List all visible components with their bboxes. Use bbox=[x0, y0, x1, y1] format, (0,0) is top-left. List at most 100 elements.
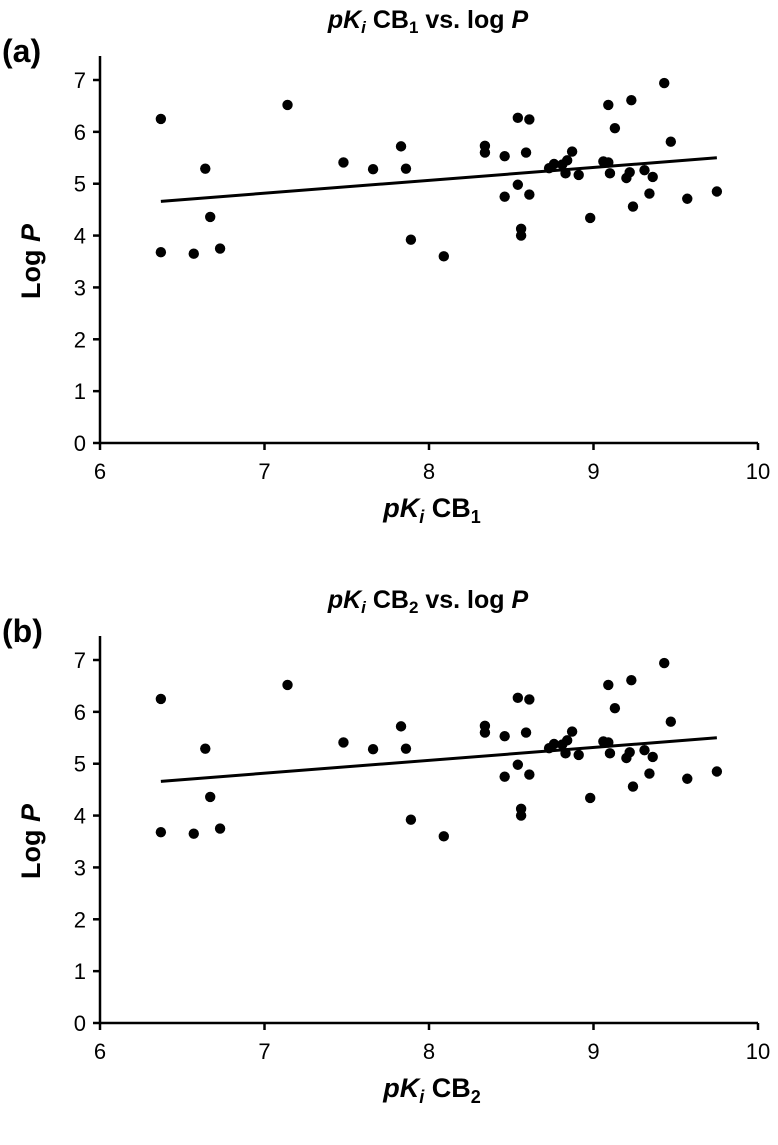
y-tick-label: 4 bbox=[74, 804, 86, 829]
data-point bbox=[626, 675, 637, 686]
y-tick-label: 3 bbox=[74, 855, 86, 880]
x-tick-label: 7 bbox=[258, 459, 270, 484]
data-point bbox=[499, 191, 510, 202]
data-point bbox=[644, 188, 655, 199]
data-point bbox=[367, 743, 379, 755]
data-point bbox=[512, 179, 524, 190]
data-point bbox=[499, 731, 510, 742]
y-tick-label: 3 bbox=[74, 275, 86, 300]
data-point bbox=[512, 112, 524, 124]
y-tick-label: 1 bbox=[74, 959, 86, 984]
data-point bbox=[561, 155, 573, 166]
data-point bbox=[573, 749, 584, 761]
data-point bbox=[573, 169, 584, 181]
data-point bbox=[395, 721, 407, 732]
y-tick-label: 4 bbox=[74, 224, 86, 249]
data-point bbox=[603, 679, 614, 691]
y-tick-label: 0 bbox=[74, 431, 86, 456]
data-point bbox=[524, 114, 535, 125]
data-point bbox=[282, 679, 293, 691]
y-tick-label: 7 bbox=[74, 68, 86, 93]
data-point bbox=[400, 163, 412, 174]
y-axis-label: Log P bbox=[16, 223, 46, 299]
data-point bbox=[512, 759, 524, 770]
data-point bbox=[405, 814, 417, 825]
data-point bbox=[200, 743, 211, 754]
data-point bbox=[400, 743, 412, 754]
trendline bbox=[160, 156, 717, 203]
data-point bbox=[639, 745, 650, 756]
data-point bbox=[338, 737, 349, 748]
data-point bbox=[282, 99, 293, 111]
data-point bbox=[205, 211, 216, 223]
data-point bbox=[512, 692, 524, 704]
data-point bbox=[338, 157, 349, 168]
x-tick-label: 8 bbox=[423, 459, 435, 484]
data-point bbox=[524, 769, 535, 780]
scatter-chart-a: (a) pKi CB1 vs. log P 0 1 2 3 4 5 6 7 6 7 8 9 10 pKi CB… bbox=[2, 6, 770, 527]
data-point bbox=[665, 136, 677, 147]
chart-title: pKi CB1 vs. log P bbox=[327, 6, 529, 37]
x-tick-label: 7 bbox=[258, 1039, 270, 1064]
data-point bbox=[515, 230, 527, 241]
x-tick-label: 9 bbox=[587, 1039, 599, 1064]
trendline bbox=[160, 736, 717, 783]
data-point bbox=[711, 766, 723, 777]
data-point bbox=[405, 234, 417, 245]
data-point bbox=[499, 771, 510, 782]
data-point bbox=[214, 823, 226, 834]
data-point bbox=[627, 201, 639, 212]
x-tick-label: 8 bbox=[423, 1039, 435, 1064]
data-point bbox=[626, 95, 637, 106]
data-point bbox=[438, 251, 450, 262]
y-tick-label: 2 bbox=[74, 327, 86, 352]
y-axis-label: Log P bbox=[16, 803, 46, 879]
y-tick-label: 6 bbox=[74, 120, 86, 145]
data-point bbox=[566, 146, 578, 157]
data-point bbox=[609, 703, 621, 714]
y-tick-label: 5 bbox=[74, 172, 86, 197]
data-point bbox=[520, 727, 532, 738]
data-point bbox=[200, 163, 211, 174]
data-point bbox=[644, 768, 655, 779]
y-tick-label: 5 bbox=[74, 752, 86, 777]
data-point bbox=[639, 165, 650, 176]
data-point bbox=[188, 828, 199, 839]
x-tick-label: 9 bbox=[587, 459, 599, 484]
data-point bbox=[499, 151, 510, 162]
x-tick-label: 10 bbox=[746, 459, 770, 484]
y-tick-label: 1 bbox=[74, 379, 86, 404]
data-point bbox=[665, 716, 677, 727]
data-point bbox=[659, 77, 670, 89]
panel-label: (b) bbox=[2, 613, 43, 649]
y-tick-label: 6 bbox=[74, 700, 86, 725]
y-tick-label: 0 bbox=[74, 1011, 86, 1036]
data-point bbox=[395, 141, 407, 152]
data-point bbox=[548, 738, 560, 750]
scatter-panel-b: (b) pKi CB2 vs. log P 0 1 2 3 4 5 6 7 6 7 8 9 10 pKi CB… bbox=[0, 580, 778, 1145]
y-tick-label: 2 bbox=[74, 907, 86, 932]
data-point bbox=[682, 773, 693, 784]
data-point bbox=[548, 158, 560, 170]
data-point bbox=[603, 737, 614, 748]
data-point bbox=[155, 113, 167, 125]
data-point bbox=[647, 751, 658, 763]
data-point bbox=[561, 735, 573, 746]
data-point bbox=[155, 693, 167, 705]
x-axis-label: pKi CB2 bbox=[382, 1073, 481, 1107]
x-tick-label: 6 bbox=[94, 1039, 106, 1064]
data-point bbox=[367, 163, 379, 175]
x-tick-label: 10 bbox=[746, 1039, 770, 1064]
x-tick-label: 6 bbox=[94, 459, 106, 484]
data-point bbox=[438, 831, 450, 842]
data-point bbox=[515, 810, 527, 821]
data-point bbox=[155, 246, 167, 258]
data-point bbox=[524, 694, 535, 705]
panel-label: (a) bbox=[2, 33, 41, 69]
data-point bbox=[624, 747, 635, 758]
data-point bbox=[205, 791, 216, 803]
data-point bbox=[603, 99, 614, 111]
data-point bbox=[659, 657, 670, 669]
data-point bbox=[627, 781, 639, 792]
scatter-chart-b: (b) pKi CB2 vs. log P 0 1 2 3 4 5 6 7 6 7 8 9 10 pKi CB… bbox=[2, 586, 770, 1107]
